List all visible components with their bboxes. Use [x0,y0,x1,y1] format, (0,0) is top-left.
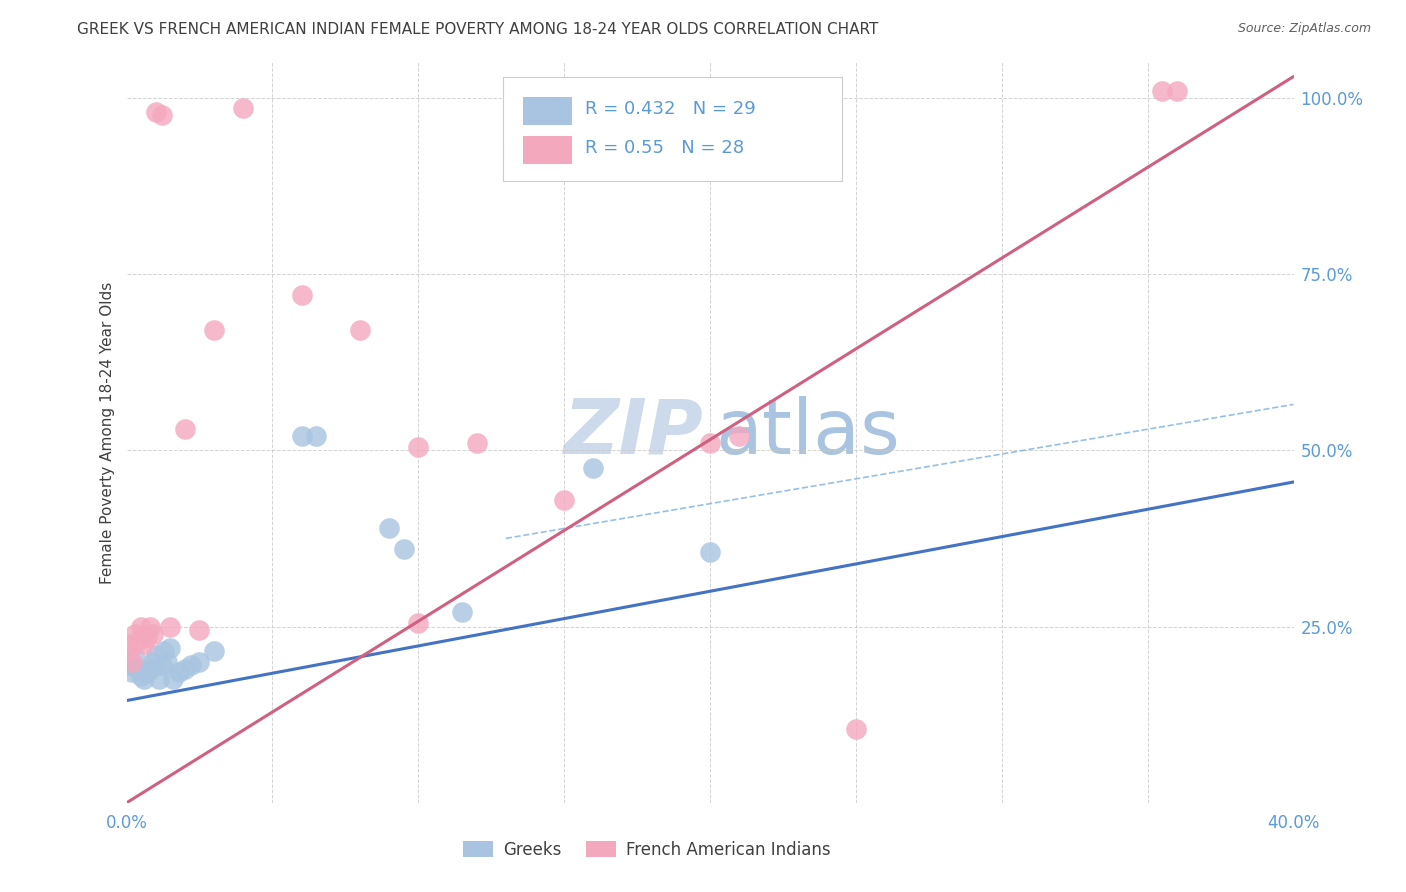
Point [305,429,328,443]
Point [202,323,225,337]
Point [378,521,401,535]
Point [553,492,575,507]
Point [153,644,176,658]
Point [136,630,159,644]
Point [129,619,152,633]
Bar [523,136,572,164]
Point [139,662,162,676]
Point [408,615,430,630]
Point [392,541,415,556]
FancyBboxPatch shape [503,78,842,181]
Point [118,644,141,658]
Point [115,655,138,669]
Point [139,619,162,633]
Point [142,655,165,669]
Point [699,436,721,450]
Point [121,655,143,669]
Point [174,422,197,436]
Point [129,669,152,683]
Text: ZIP: ZIP [564,396,704,469]
Point [699,545,721,559]
Point [349,323,371,337]
Point [132,637,155,651]
Point [159,619,181,633]
Point [1166,84,1188,98]
Point [150,658,173,673]
Point [728,429,751,443]
Point [142,626,165,640]
Point [148,673,170,687]
Point [121,665,143,680]
Point [145,104,167,119]
Point [150,108,173,122]
Point [136,665,159,680]
Point [451,606,474,620]
Point [232,101,254,115]
Text: R = 0.432   N = 29: R = 0.432 N = 29 [585,100,756,118]
Text: R = 0.55   N = 28: R = 0.55 N = 28 [585,138,744,157]
Point [408,440,430,454]
Point [290,288,312,302]
Point [124,651,146,665]
Text: Source: ZipAtlas.com: Source: ZipAtlas.com [1237,22,1371,36]
Point [465,436,488,450]
Point [180,658,202,673]
Point [290,429,312,443]
Point [845,722,868,736]
Text: GREEK VS FRENCH AMERICAN INDIAN FEMALE POVERTY AMONG 18-24 YEAR OLDS CORRELATION: GREEK VS FRENCH AMERICAN INDIAN FEMALE P… [77,22,879,37]
Point [132,673,155,687]
Point [145,648,167,662]
Text: atlas: atlas [716,396,901,469]
Point [127,633,149,648]
Point [124,626,146,640]
Bar [523,97,572,126]
Point [127,662,149,676]
Point [202,644,225,658]
Y-axis label: Female Poverty Among 18-24 Year Olds: Female Poverty Among 18-24 Year Olds [100,282,115,583]
Point [115,637,138,651]
Point [188,623,211,637]
Point [188,655,211,669]
Point [118,658,141,673]
Legend: Greeks, French American Indians: Greeks, French American Indians [456,835,838,866]
Point [582,461,605,475]
Point [156,655,179,669]
Point [162,673,184,687]
Point [167,665,190,680]
Point [159,640,181,655]
Point [1152,84,1174,98]
Point [174,662,197,676]
